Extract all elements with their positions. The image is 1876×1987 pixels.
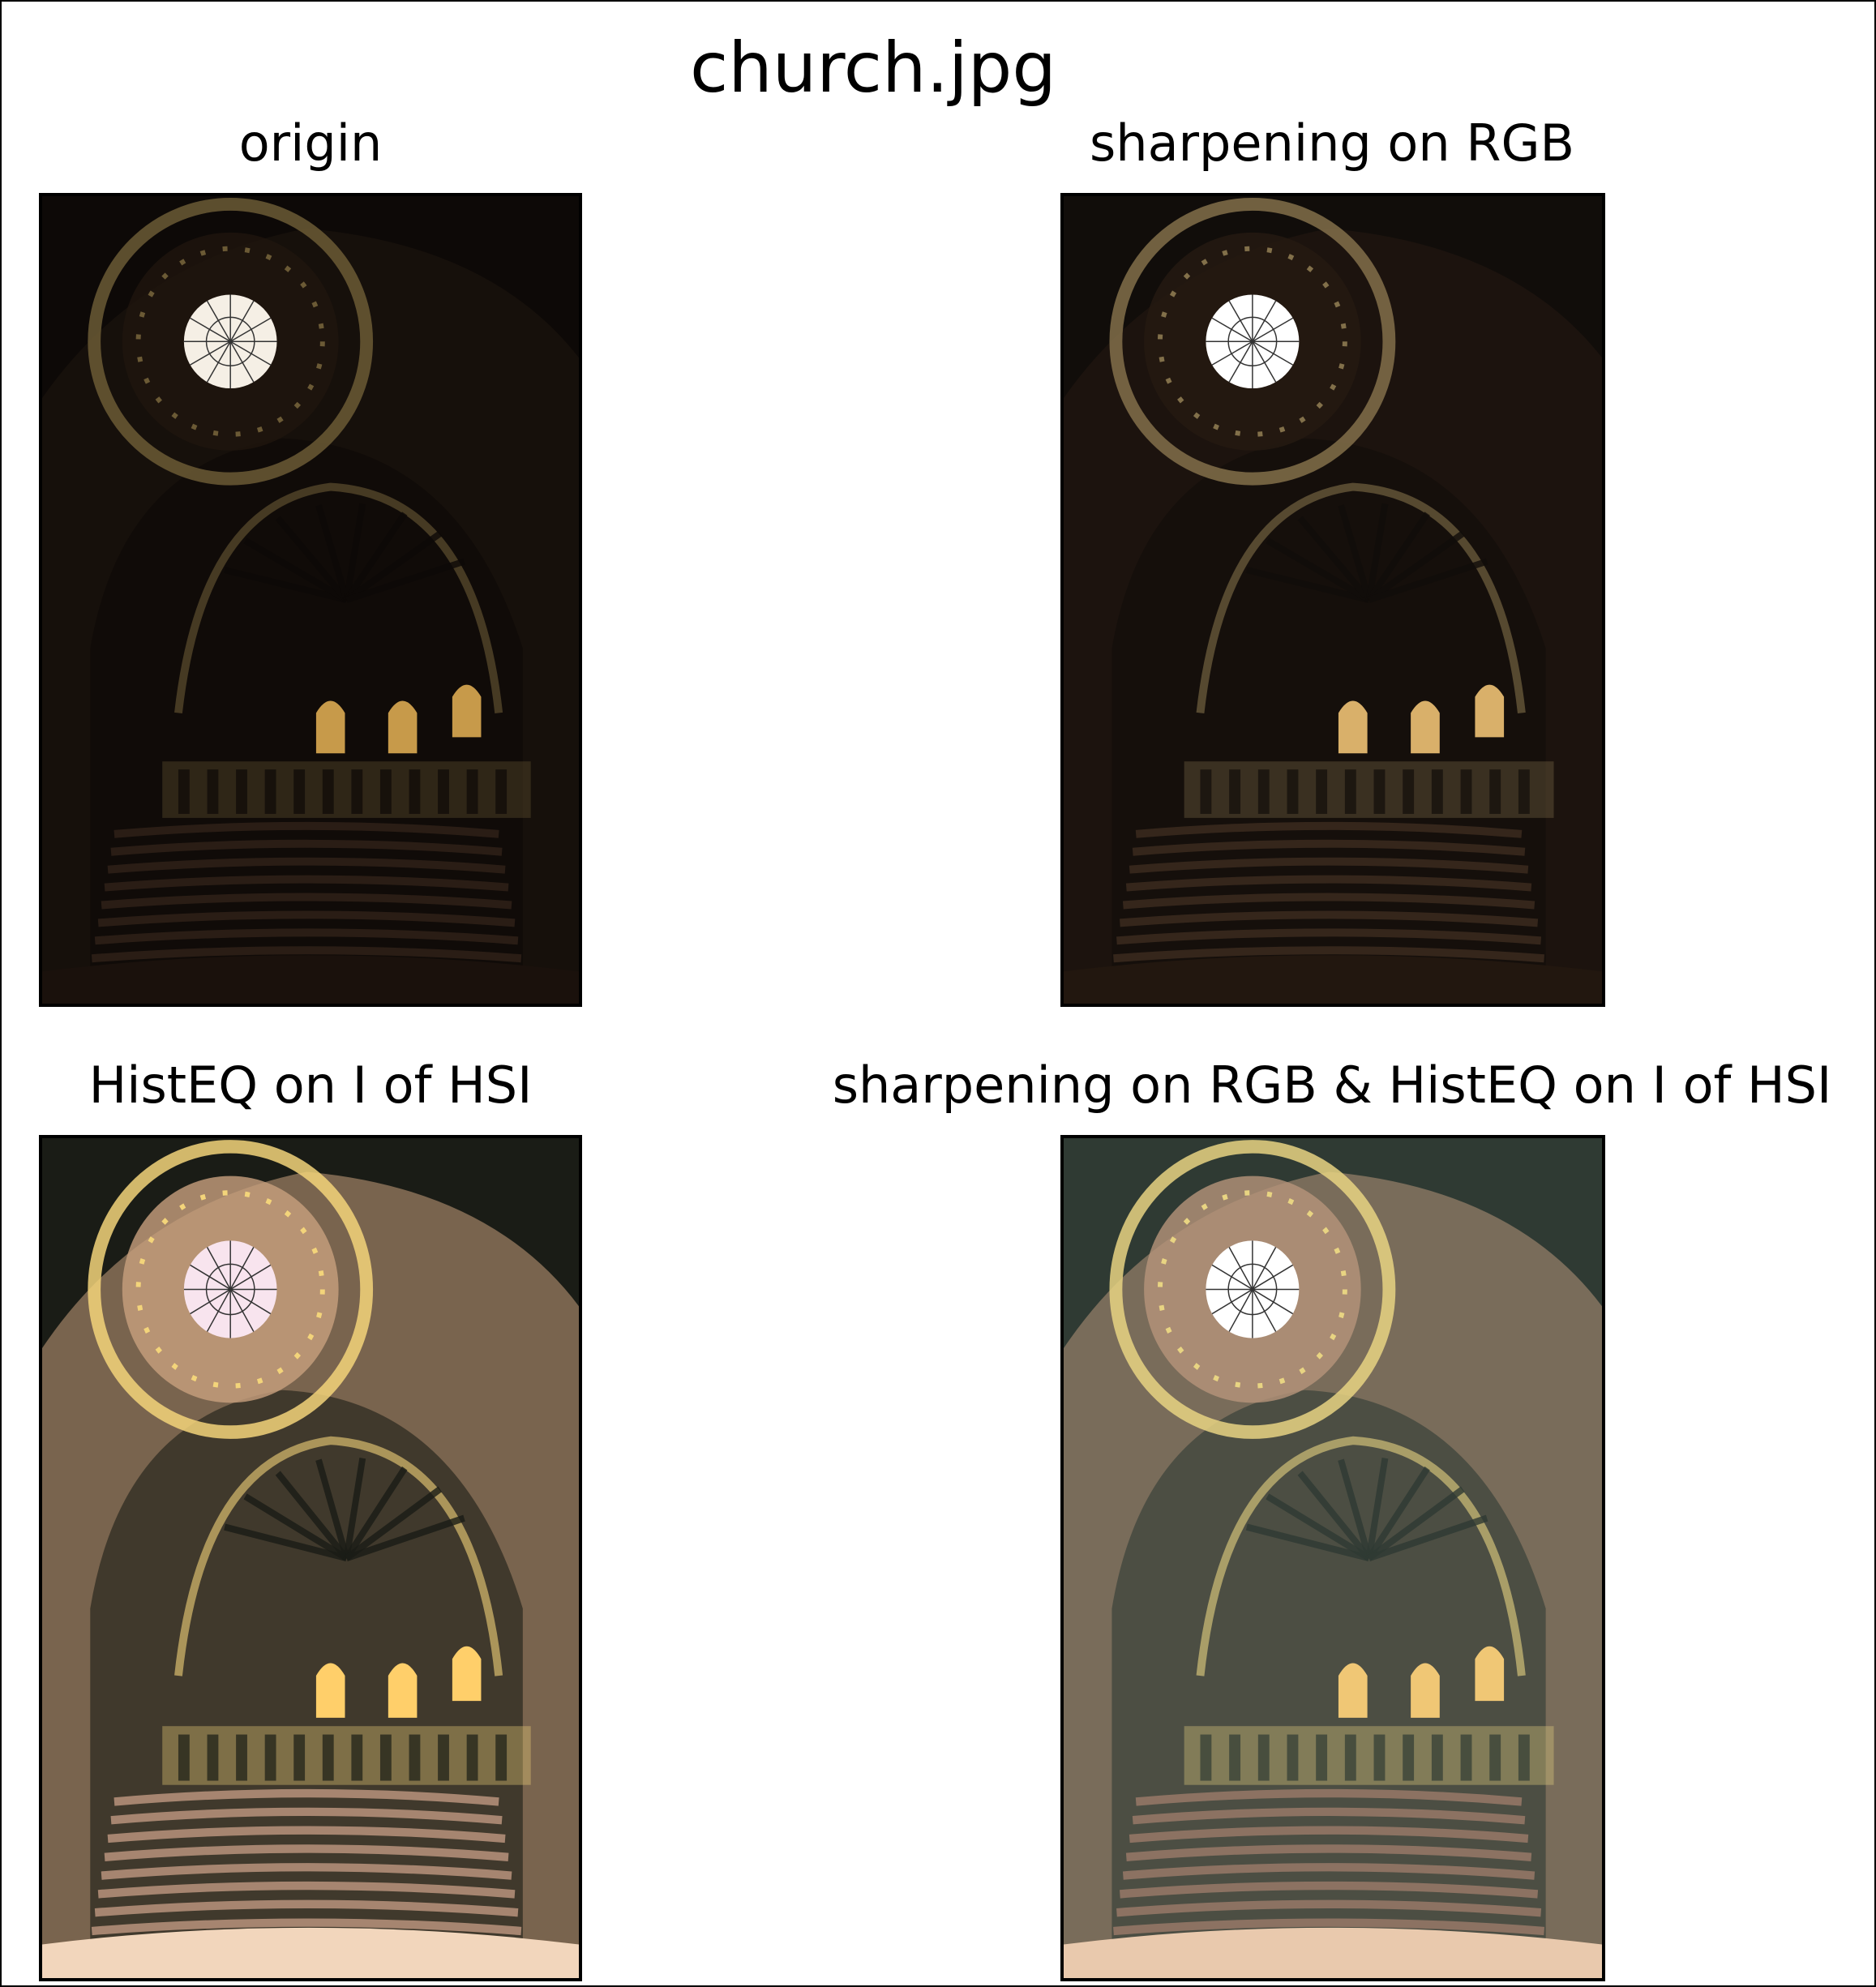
panel-title-sharpening-histeq: sharpening on RGB & HistEQ on I of HSI	[811, 1056, 1853, 1116]
church-interior-image	[42, 1138, 579, 1978]
panel-title-origin: origin	[39, 113, 582, 173]
panel-title-sharpening: sharpening on RGB	[1060, 113, 1604, 173]
church-interior-image	[1064, 196, 1602, 1004]
image-panel-histeq	[39, 1135, 582, 1981]
figure-title: church.jpg	[0, 28, 1746, 109]
church-interior-image	[42, 196, 579, 1004]
image-panel-origin	[39, 193, 582, 1007]
church-interior-image	[1064, 1138, 1602, 1978]
image-panel-sharpening	[1060, 193, 1605, 1007]
panel-title-histeq: HistEQ on I of HSI	[39, 1056, 582, 1116]
image-panel-sharpening-histeq	[1060, 1135, 1605, 1981]
